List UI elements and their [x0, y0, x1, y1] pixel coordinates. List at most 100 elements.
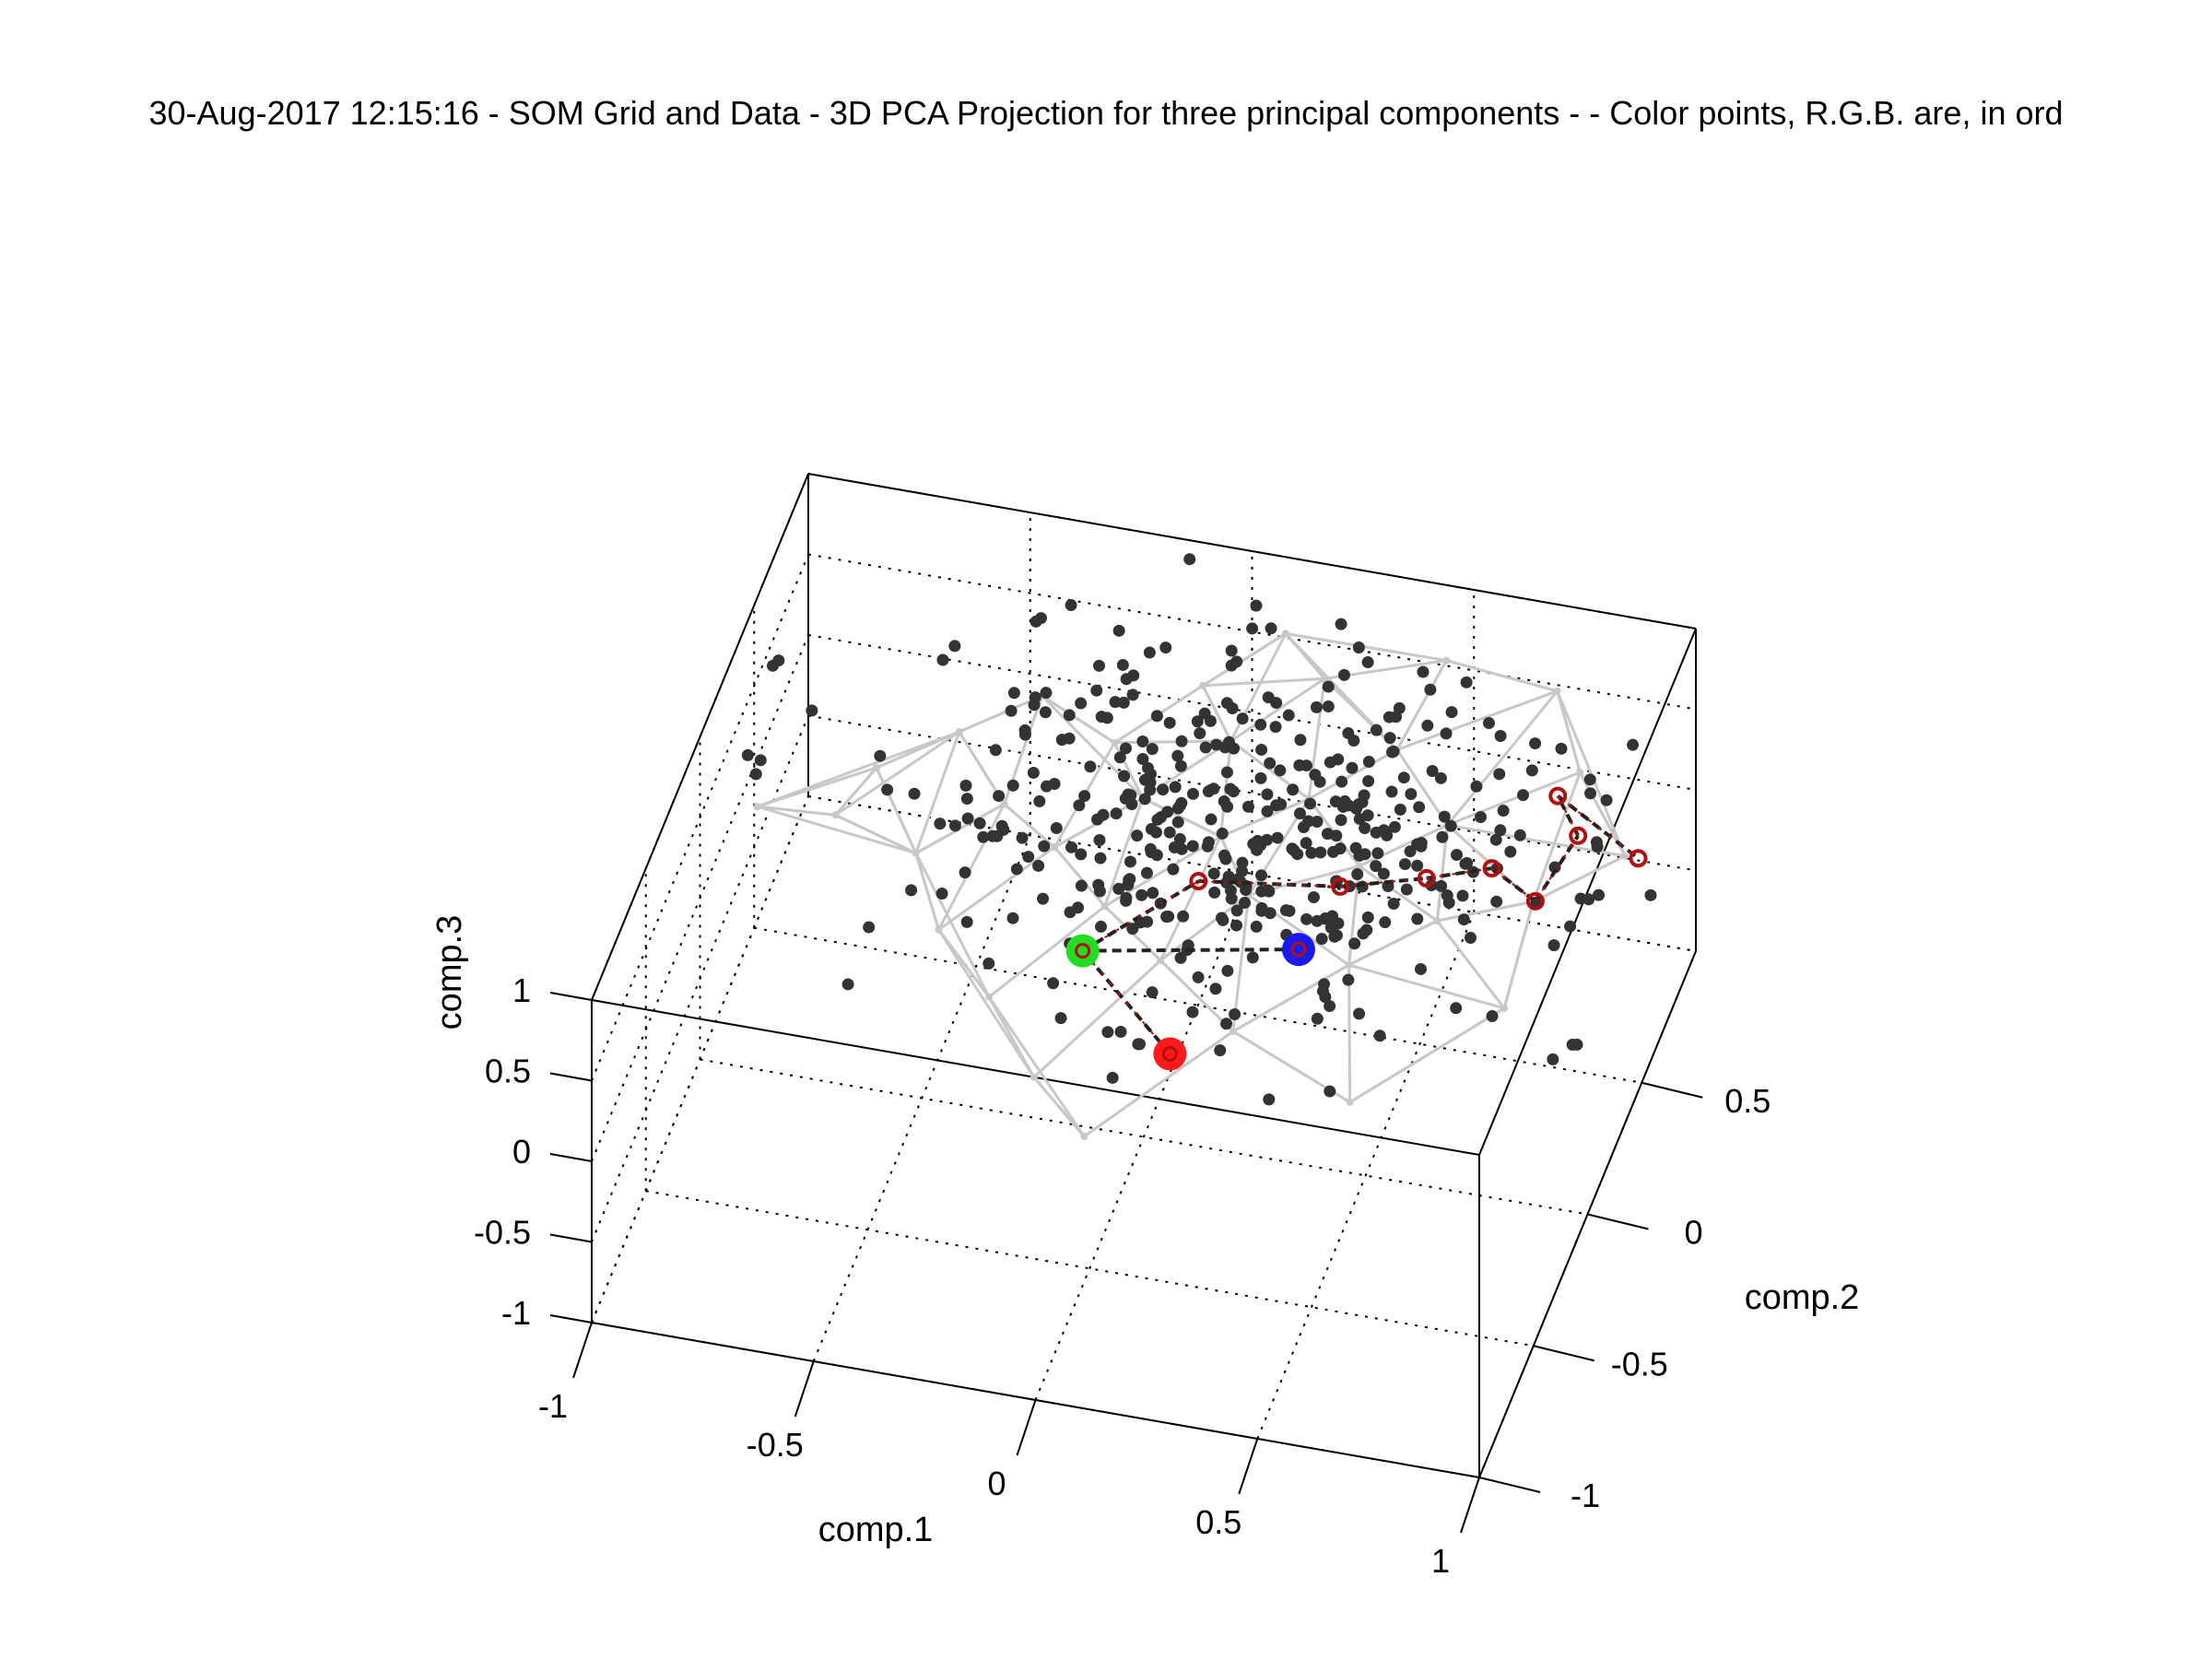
- som-node: [1621, 852, 1630, 860]
- floor-grid-line: [645, 1190, 1534, 1347]
- som-grid-edge: [937, 928, 1036, 1078]
- som-grid-edge: [1446, 689, 1559, 827]
- data-point: [1255, 869, 1268, 882]
- data-point: [1353, 1007, 1366, 1020]
- data-point: [1163, 716, 1176, 729]
- data-point: [1474, 810, 1487, 823]
- back-wall-grid-line: [807, 553, 1697, 711]
- data-point: [1038, 840, 1051, 853]
- som-grid-edge: [1396, 689, 1559, 751]
- path-segment: [1081, 949, 1171, 1055]
- som-grid-edge: [1032, 959, 1162, 1078]
- data-point: [1063, 732, 1076, 745]
- data-point: [1095, 711, 1108, 724]
- data-point: [1571, 1038, 1583, 1051]
- data-point: [989, 744, 1002, 757]
- x-tick-label: 1: [1431, 1542, 1450, 1580]
- data-point: [961, 812, 974, 825]
- data-point: [1216, 827, 1229, 840]
- data-point: [1370, 860, 1382, 873]
- data-point: [1146, 986, 1159, 999]
- data-point: [1548, 861, 1561, 874]
- data-point: [1202, 836, 1215, 849]
- path-node: [1331, 877, 1350, 896]
- data-point: [1149, 826, 1162, 839]
- som-grid-edge: [876, 730, 960, 770]
- data-point: [1434, 771, 1447, 784]
- data-point: [1322, 680, 1335, 693]
- som-grid-edge: [1359, 823, 1449, 868]
- data-point: [1411, 838, 1424, 851]
- som-grid-edge: [1348, 963, 1505, 1010]
- data-point: [1174, 951, 1187, 964]
- highlight-point-center: [1161, 1045, 1178, 1062]
- som-grid: [753, 629, 1630, 1141]
- data-point: [1460, 676, 1473, 688]
- som-grid-edge: [1347, 919, 1438, 967]
- data-point: [1411, 912, 1424, 925]
- data-point: [1255, 904, 1268, 917]
- data-point: [1119, 742, 1132, 755]
- som-grid-edge: [1219, 797, 1310, 839]
- chart-title: 30-Aug-2017 12:15:16 - SOM Grid and Data…: [149, 94, 2064, 132]
- data-point: [1191, 715, 1204, 728]
- data-point: [1136, 752, 1149, 765]
- data-point: [1315, 933, 1328, 946]
- data-point: [1075, 848, 1088, 861]
- path-segment: [1082, 880, 1199, 952]
- data-point: [1174, 799, 1187, 812]
- som-node: [1051, 843, 1059, 852]
- data-point: [1161, 806, 1174, 818]
- data-point: [1093, 833, 1106, 846]
- som-grid-edge: [1395, 748, 1449, 827]
- data-point: [1264, 757, 1277, 770]
- data-point: [1078, 790, 1091, 803]
- som-grid-edge: [1532, 771, 1582, 902]
- data-point: [1414, 962, 1427, 975]
- data-point: [1209, 982, 1222, 995]
- data-point: [1236, 865, 1249, 877]
- data-point: [1352, 641, 1365, 653]
- data-point: [1208, 886, 1221, 899]
- data-point: [1493, 768, 1506, 781]
- data-point: [1255, 743, 1268, 756]
- som-grid-edge: [1201, 685, 1232, 742]
- x-tick-mark: [1238, 1438, 1259, 1495]
- left-wall-grid-line: [591, 715, 809, 1242]
- data-point: [1311, 1012, 1324, 1025]
- data-point: [1332, 753, 1345, 766]
- som-grid-edge: [1003, 803, 1056, 849]
- data-point: [1144, 783, 1157, 796]
- data-point: [1125, 798, 1138, 811]
- data-point: [1342, 727, 1355, 740]
- data-point: [908, 787, 921, 800]
- som-grid-edge: [1556, 690, 1627, 857]
- data-point: [1456, 889, 1469, 902]
- data-point: [1010, 863, 1023, 876]
- floor-grid-line: [1034, 873, 1253, 1401]
- data-point: [1124, 789, 1137, 802]
- path-segment: [1557, 794, 1640, 860]
- data-point: [1379, 916, 1392, 929]
- data-point: [977, 830, 990, 843]
- som-grid-edge: [1348, 1006, 1505, 1104]
- data-point: [1324, 1085, 1336, 1098]
- som-grid-edge: [1232, 963, 1350, 1033]
- data-point: [1127, 669, 1140, 682]
- data-point: [1194, 727, 1206, 740]
- data-point: [1027, 766, 1040, 779]
- data-point: [1584, 787, 1597, 800]
- data-point: [1361, 656, 1374, 669]
- data-point: [1241, 800, 1254, 813]
- data-point: [1413, 801, 1426, 814]
- som-grid-edge: [1202, 632, 1287, 688]
- data-point: [1118, 770, 1131, 782]
- data-point: [1198, 707, 1211, 720]
- data-point: [997, 823, 1010, 836]
- data-point: [1261, 805, 1274, 818]
- data-point: [1387, 898, 1400, 911]
- data-point: [1006, 912, 1019, 924]
- data-point: [1300, 759, 1312, 772]
- som-node: [1111, 738, 1119, 747]
- data-point: [1040, 687, 1053, 700]
